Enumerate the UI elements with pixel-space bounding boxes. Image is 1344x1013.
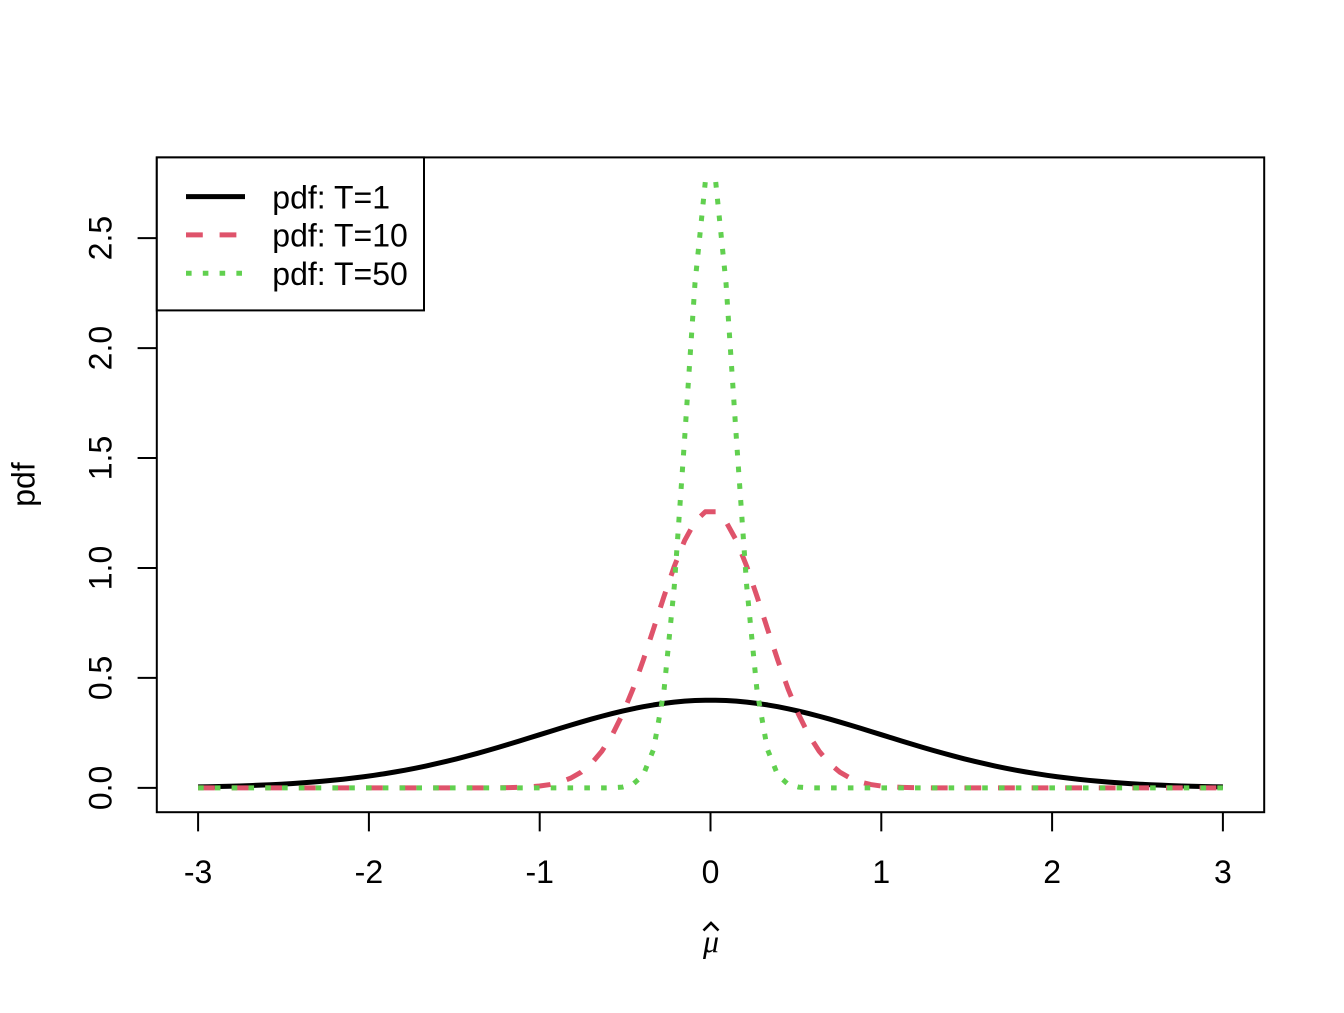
svg-text:pdf: T=50: pdf: T=50 bbox=[272, 256, 408, 292]
svg-text:1: 1 bbox=[872, 854, 890, 890]
svg-text:2.5: 2.5 bbox=[83, 216, 119, 260]
svg-text:3: 3 bbox=[1214, 854, 1232, 890]
svg-text:1.5: 1.5 bbox=[83, 436, 119, 480]
svg-text:pdf: T=10: pdf: T=10 bbox=[272, 218, 408, 254]
svg-text:0: 0 bbox=[702, 854, 720, 890]
svg-text:0.0: 0.0 bbox=[83, 766, 119, 810]
svg-text:0.5: 0.5 bbox=[83, 656, 119, 700]
svg-text:pdf: T=1: pdf: T=1 bbox=[272, 179, 390, 215]
svg-text:-2: -2 bbox=[355, 854, 383, 890]
svg-text:pdf: pdf bbox=[6, 462, 42, 507]
svg-text:-1: -1 bbox=[525, 854, 553, 890]
svg-text:-3: -3 bbox=[184, 854, 212, 890]
svg-text:μ: μ bbox=[702, 923, 719, 959]
svg-text:1.0: 1.0 bbox=[83, 546, 119, 590]
svg-text:2: 2 bbox=[1043, 854, 1061, 890]
svg-text:2.0: 2.0 bbox=[83, 326, 119, 370]
